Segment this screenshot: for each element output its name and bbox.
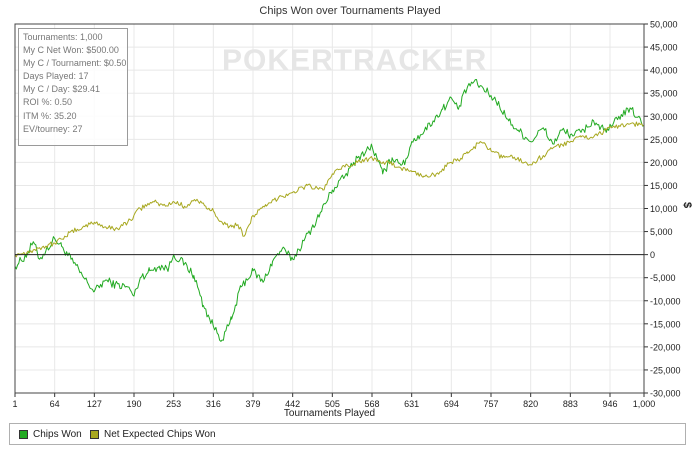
stat-line: Days Played: 17 xyxy=(23,71,89,82)
x-tick-label: 442 xyxy=(285,399,300,409)
x-tick-label: 757 xyxy=(483,399,498,409)
x-tick-label: 946 xyxy=(602,399,617,409)
y-tick-label: 45,000 xyxy=(650,43,678,53)
axes: 50,000 45,000 40,000 35,000 30,000 25,000 20,0… xyxy=(12,20,680,410)
legend-swatch xyxy=(90,430,99,439)
y-tick-label: 40,000 xyxy=(650,66,678,76)
series-line-chips-won xyxy=(14,79,645,342)
x-tick-label: 883 xyxy=(563,399,578,409)
y-tick-label: -15,000 xyxy=(650,319,681,329)
y-axis-label: $ xyxy=(681,201,694,209)
legend-item-net-expected[interactable]: Net Expected Chips Won xyxy=(90,429,216,440)
x-tick-label: 127 xyxy=(87,399,102,409)
y-tick-label: 10,000 xyxy=(650,204,678,214)
x-axis-label: Tournaments Played xyxy=(283,408,376,419)
stats-box: Tournaments: 1,000 My C Net Won: $500.00… xyxy=(18,28,128,146)
plot-frame xyxy=(14,23,645,394)
chart-title: Chips Won over Tournaments Played xyxy=(259,5,441,17)
stat-line: My C / Tournament: $0.50 xyxy=(23,58,127,69)
stat-line: My C / Day: $29.41 xyxy=(23,84,101,95)
series-lines xyxy=(14,79,645,342)
legend-item-chips-won[interactable]: Chips Won xyxy=(19,429,82,440)
y-tick-label: 0 xyxy=(650,250,655,260)
x-tick-label: 505 xyxy=(325,399,340,409)
x-tick-label: 1 xyxy=(12,399,17,409)
y-tick-label: 20,000 xyxy=(650,158,678,168)
x-tick-label: 190 xyxy=(126,399,141,409)
stat-line: My C Net Won: $500.00 xyxy=(23,45,119,56)
y-tick-label: 25,000 xyxy=(650,135,678,145)
x-tick-label: 631 xyxy=(404,399,419,409)
y-tick-label: 5,000 xyxy=(650,227,673,237)
x-tick-label: 1,000 xyxy=(633,399,656,409)
watermark-logo: POKERTRACKER xyxy=(222,44,488,77)
y-tick-label: -10,000 xyxy=(650,296,681,306)
stat-line: ROI %: 0.50 xyxy=(23,97,73,108)
x-tick-label: 568 xyxy=(364,399,379,409)
legend-label: Net Expected Chips Won xyxy=(104,429,216,440)
x-tick-label: 316 xyxy=(206,399,221,409)
y-tick-label: 15,000 xyxy=(650,181,678,191)
legend: Chips Won Net Expected Chips Won xyxy=(9,423,686,445)
x-tick-label: 694 xyxy=(444,399,459,409)
legend-swatch xyxy=(19,430,28,439)
legend-label: Chips Won xyxy=(33,429,82,440)
y-tick-label: -20,000 xyxy=(650,342,681,352)
y-tick-label: -30,000 xyxy=(650,389,681,399)
series-line-net-expected xyxy=(14,121,645,258)
stat-line: EV/tourney: 27 xyxy=(23,123,83,134)
x-tick-label: 820 xyxy=(523,399,538,409)
y-tick-label: -5,000 xyxy=(650,273,676,283)
x-tick-label: 253 xyxy=(166,399,181,409)
y-tick-label: -25,000 xyxy=(650,365,681,375)
stat-line: Tournaments: 1,000 xyxy=(23,32,103,42)
y-tick-label: 50,000 xyxy=(650,20,678,30)
y-tick-label: 30,000 xyxy=(650,112,678,122)
x-tick-label: 64 xyxy=(50,399,60,409)
y-tick-label: 35,000 xyxy=(650,89,678,99)
x-tick-label: 379 xyxy=(245,399,260,409)
stat-line: ITM %: 35.20 xyxy=(23,110,77,121)
